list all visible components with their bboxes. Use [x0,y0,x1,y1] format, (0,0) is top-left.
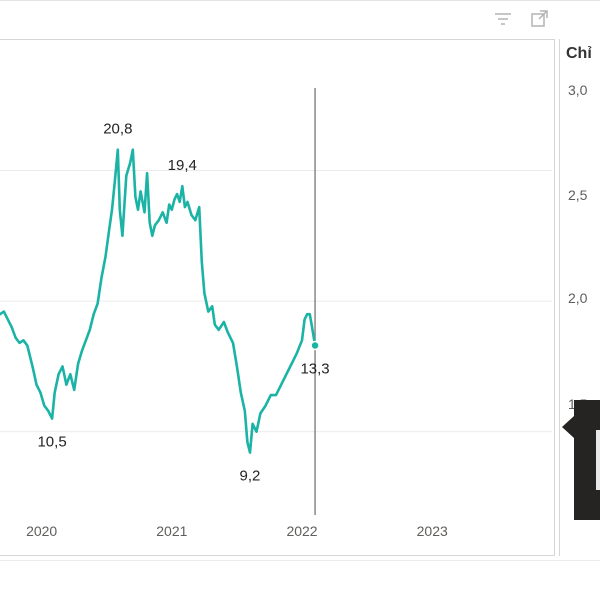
x-axis: 2020 2021 2022 2023 [26,523,448,539]
y-tick-label: 2,5 [568,187,588,203]
data-label: 13,3 [300,361,329,378]
gridlines [0,170,552,433]
hover-point[interactable] [310,340,320,351]
visual-header [492,8,550,32]
tooltip-legend-swatch [596,430,600,490]
bottom-divider [0,560,600,561]
top-divider [0,0,600,1]
y-axis-right: 3,02,52,01,5 [568,82,588,412]
data-label: 10,5 [37,434,66,451]
tooltip-pointer [562,416,574,438]
filter-icon[interactable] [492,8,514,30]
x-tick-label: 2023 [417,523,448,539]
data-label: 19,4 [168,157,197,174]
focus-mode-icon[interactable] [528,8,550,30]
data-label: 20,8 [103,121,132,138]
side-visual[interactable] [559,39,600,556]
data-labels: 20,8 19,4 10,5 9,2 13,3 [37,121,329,485]
x-tick-label: 2020 [26,523,57,539]
y-tick-label: 3,0 [568,82,588,98]
line-chart-visual[interactable] [0,39,555,556]
data-label: 9,2 [240,468,261,485]
x-tick-label: 2021 [156,523,187,539]
y-tick-label: 2,0 [568,290,588,306]
series-line-main[interactable] [0,148,317,454]
tooltip [574,400,600,520]
x-tick-label: 2022 [286,523,317,539]
side-visual-title: Chỉ [566,45,592,62]
